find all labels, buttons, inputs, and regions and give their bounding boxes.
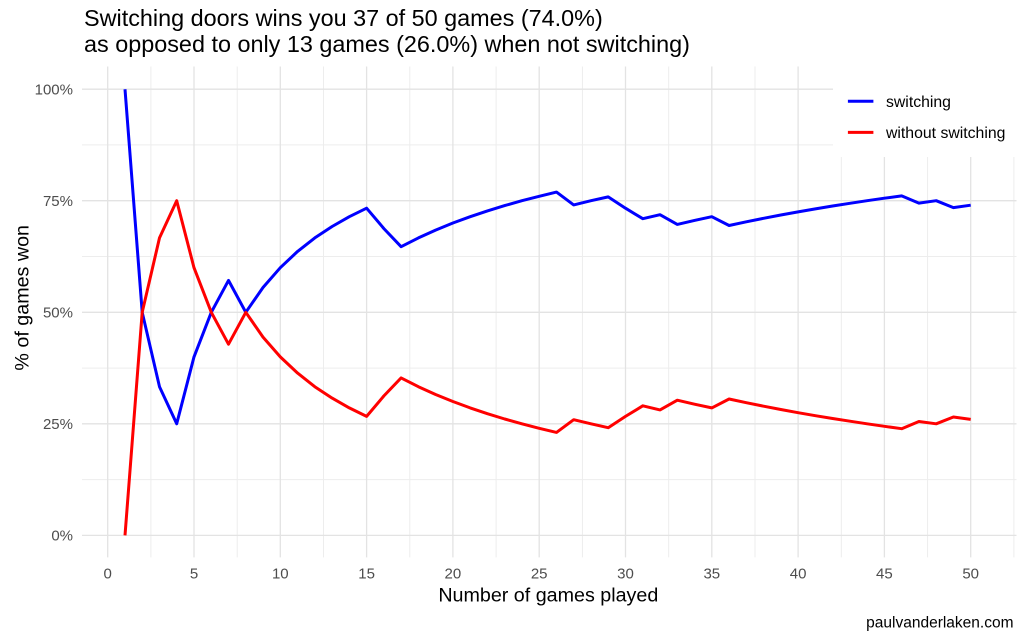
svg-text:35: 35 <box>703 565 720 582</box>
svg-text:40: 40 <box>790 565 807 582</box>
svg-text:30: 30 <box>617 565 634 582</box>
svg-text:25%: 25% <box>43 416 73 433</box>
svg-text:10: 10 <box>272 565 289 582</box>
svg-text:50%: 50% <box>43 305 73 322</box>
svg-text:45: 45 <box>876 565 893 582</box>
svg-text:15: 15 <box>358 565 375 582</box>
svg-text:100%: 100% <box>35 81 73 98</box>
svg-text:without switching: without switching <box>885 125 1005 142</box>
svg-text:% of games won: % of games won <box>12 225 34 371</box>
svg-text:20: 20 <box>445 565 462 582</box>
svg-text:as opposed to only 13 games (2: as opposed to only 13 games (26.0%) when… <box>84 31 690 57</box>
svg-text:paulvanderlaken.com: paulvanderlaken.com <box>866 615 1013 632</box>
svg-text:25: 25 <box>531 565 548 582</box>
svg-text:50: 50 <box>962 565 979 582</box>
svg-text:75%: 75% <box>43 193 73 210</box>
svg-text:Number of games played: Number of games played <box>438 585 658 607</box>
svg-text:switching: switching <box>886 94 951 111</box>
svg-text:0%: 0% <box>51 528 73 545</box>
svg-text:Switching doors wins you 37 of: Switching doors wins you 37 of 50 games … <box>84 5 603 31</box>
svg-text:5: 5 <box>190 565 198 582</box>
svg-text:0: 0 <box>104 565 112 582</box>
